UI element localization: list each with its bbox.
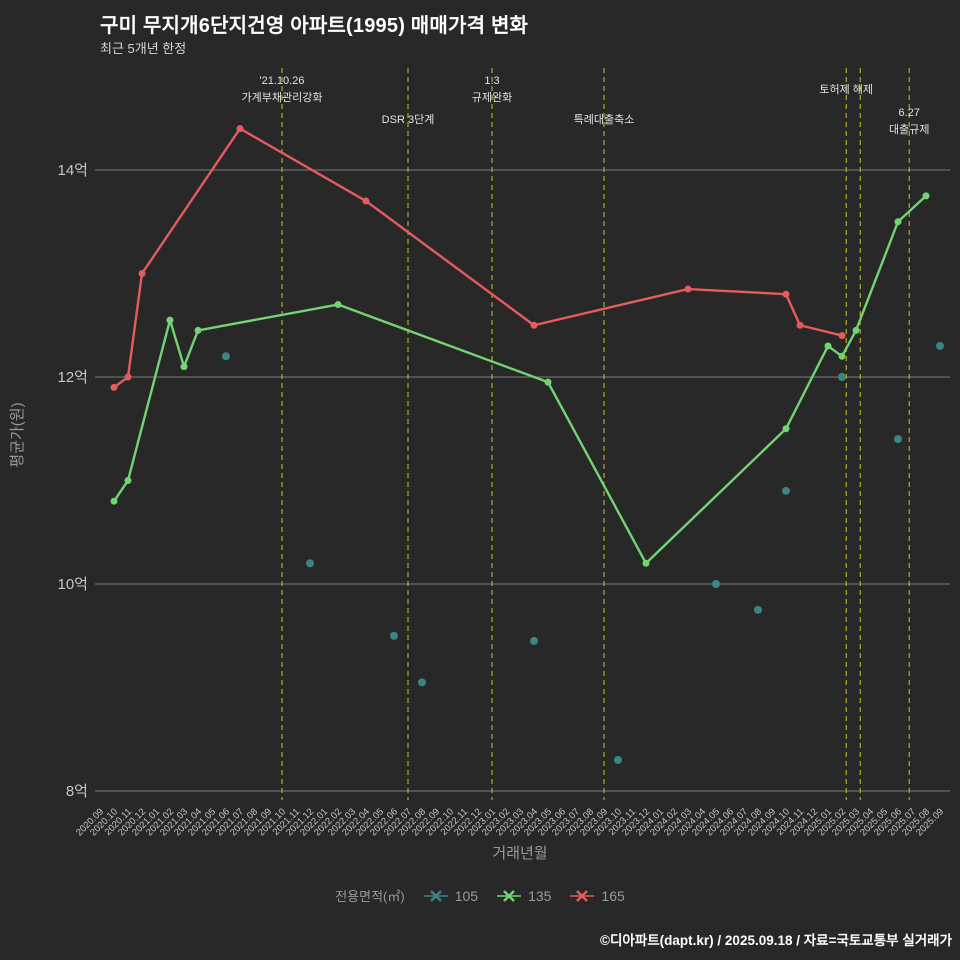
price-trend-chart: 8억 10억 12억 14억 2020.09 2020.10 2020.11 2020.12 2… xyxy=(9,68,950,862)
data-point-105[interactable] xyxy=(936,341,944,350)
legend-item-105[interactable]: 105 xyxy=(423,888,478,904)
event-label: 대출규제 xyxy=(889,123,929,136)
data-point-105[interactable] xyxy=(614,755,622,764)
data-point-105[interactable] xyxy=(782,486,790,495)
series-line-135 xyxy=(112,194,928,565)
data-point-135[interactable] xyxy=(922,192,930,200)
data-point-135[interactable] xyxy=(894,218,902,226)
data-point-105[interactable] xyxy=(306,559,314,568)
data-point-105[interactable] xyxy=(390,631,398,640)
legend-item-label: 165 xyxy=(601,887,625,904)
page-subtitle: 최근 5개년 한정 xyxy=(100,41,187,56)
legend-x-marker-icon xyxy=(570,889,595,902)
data-point-105[interactable] xyxy=(530,636,538,645)
event-label: 규제완화 xyxy=(472,91,512,104)
y-tick-label: 14억 xyxy=(58,162,89,179)
y-tick-label: 12억 xyxy=(58,369,89,386)
footer-credit: ©디아파트(dapt.kr) / 2025.09.18 / 자료=국토교통부 실… xyxy=(600,933,952,948)
data-point-165[interactable] xyxy=(124,373,132,381)
data-point-165[interactable] xyxy=(782,290,790,298)
data-point-135[interactable] xyxy=(180,363,188,371)
data-point-165[interactable] xyxy=(796,321,804,329)
data-point-105[interactable] xyxy=(894,435,902,444)
legend-item-135[interactable]: 135 xyxy=(496,888,551,904)
legend: 전용면적(㎡) 105 135 165 xyxy=(0,886,960,905)
data-point-105[interactable] xyxy=(754,605,762,614)
data-point-135[interactable] xyxy=(334,301,342,309)
data-point-105[interactable] xyxy=(712,580,720,588)
event-label: 1.3 xyxy=(484,75,499,87)
data-point-105[interactable] xyxy=(222,352,230,361)
legend-item-label: 135 xyxy=(528,887,552,904)
data-point-165[interactable] xyxy=(838,332,846,340)
data-point-165[interactable] xyxy=(138,270,146,277)
data-point-135[interactable] xyxy=(824,342,832,350)
event-label: 6.27 xyxy=(898,107,919,119)
page-title: 구미 무지개6단지건영 아파트(1995) 매매가격 변화 xyxy=(100,15,529,37)
data-point-135[interactable] xyxy=(110,497,118,505)
data-point-135[interactable] xyxy=(194,326,202,334)
chart-canvas: 8억10억12억14억2020.092020.102020.112020.122… xyxy=(9,68,950,862)
data-point-135[interactable] xyxy=(782,425,790,433)
data-point-165[interactable] xyxy=(684,285,692,293)
legend-x-marker-icon xyxy=(423,889,448,902)
event-label: DSR 3단계 xyxy=(382,113,435,126)
event-label: 특례대출축소 xyxy=(574,113,635,126)
data-point-135[interactable] xyxy=(166,316,174,324)
data-point-165[interactable] xyxy=(362,197,370,205)
legend-item-165[interactable]: 165 xyxy=(569,887,625,904)
legend-title: 전용면적(㎡) xyxy=(335,889,405,904)
y-tick-label: 8억 xyxy=(66,783,88,800)
data-point-135[interactable] xyxy=(852,326,860,334)
data-point-165[interactable] xyxy=(530,321,538,329)
data-point-165[interactable] xyxy=(236,125,244,133)
data-point-135[interactable] xyxy=(642,559,650,567)
y-axis-title: 평균가(원) xyxy=(9,402,26,467)
data-point-105[interactable] xyxy=(838,373,846,381)
data-point-105[interactable] xyxy=(418,678,426,687)
data-point-135[interactable] xyxy=(838,352,846,360)
data-point-165[interactable] xyxy=(110,383,118,391)
event-label: '21.10.26 xyxy=(260,75,305,87)
data-point-135[interactable] xyxy=(124,477,132,484)
y-tick-label: 10억 xyxy=(58,576,89,593)
event-label: 토허제 해제 xyxy=(819,82,873,96)
x-axis-title: 거래년월 xyxy=(492,845,547,862)
legend-items: 105 135 165 xyxy=(423,888,625,904)
event-label: 가계부채관리강화 xyxy=(242,91,323,104)
legend-x-marker-icon xyxy=(497,889,522,902)
data-point-135[interactable] xyxy=(544,378,552,386)
legend-item-label: 105 xyxy=(454,887,479,904)
series-line-165 xyxy=(112,127,844,389)
